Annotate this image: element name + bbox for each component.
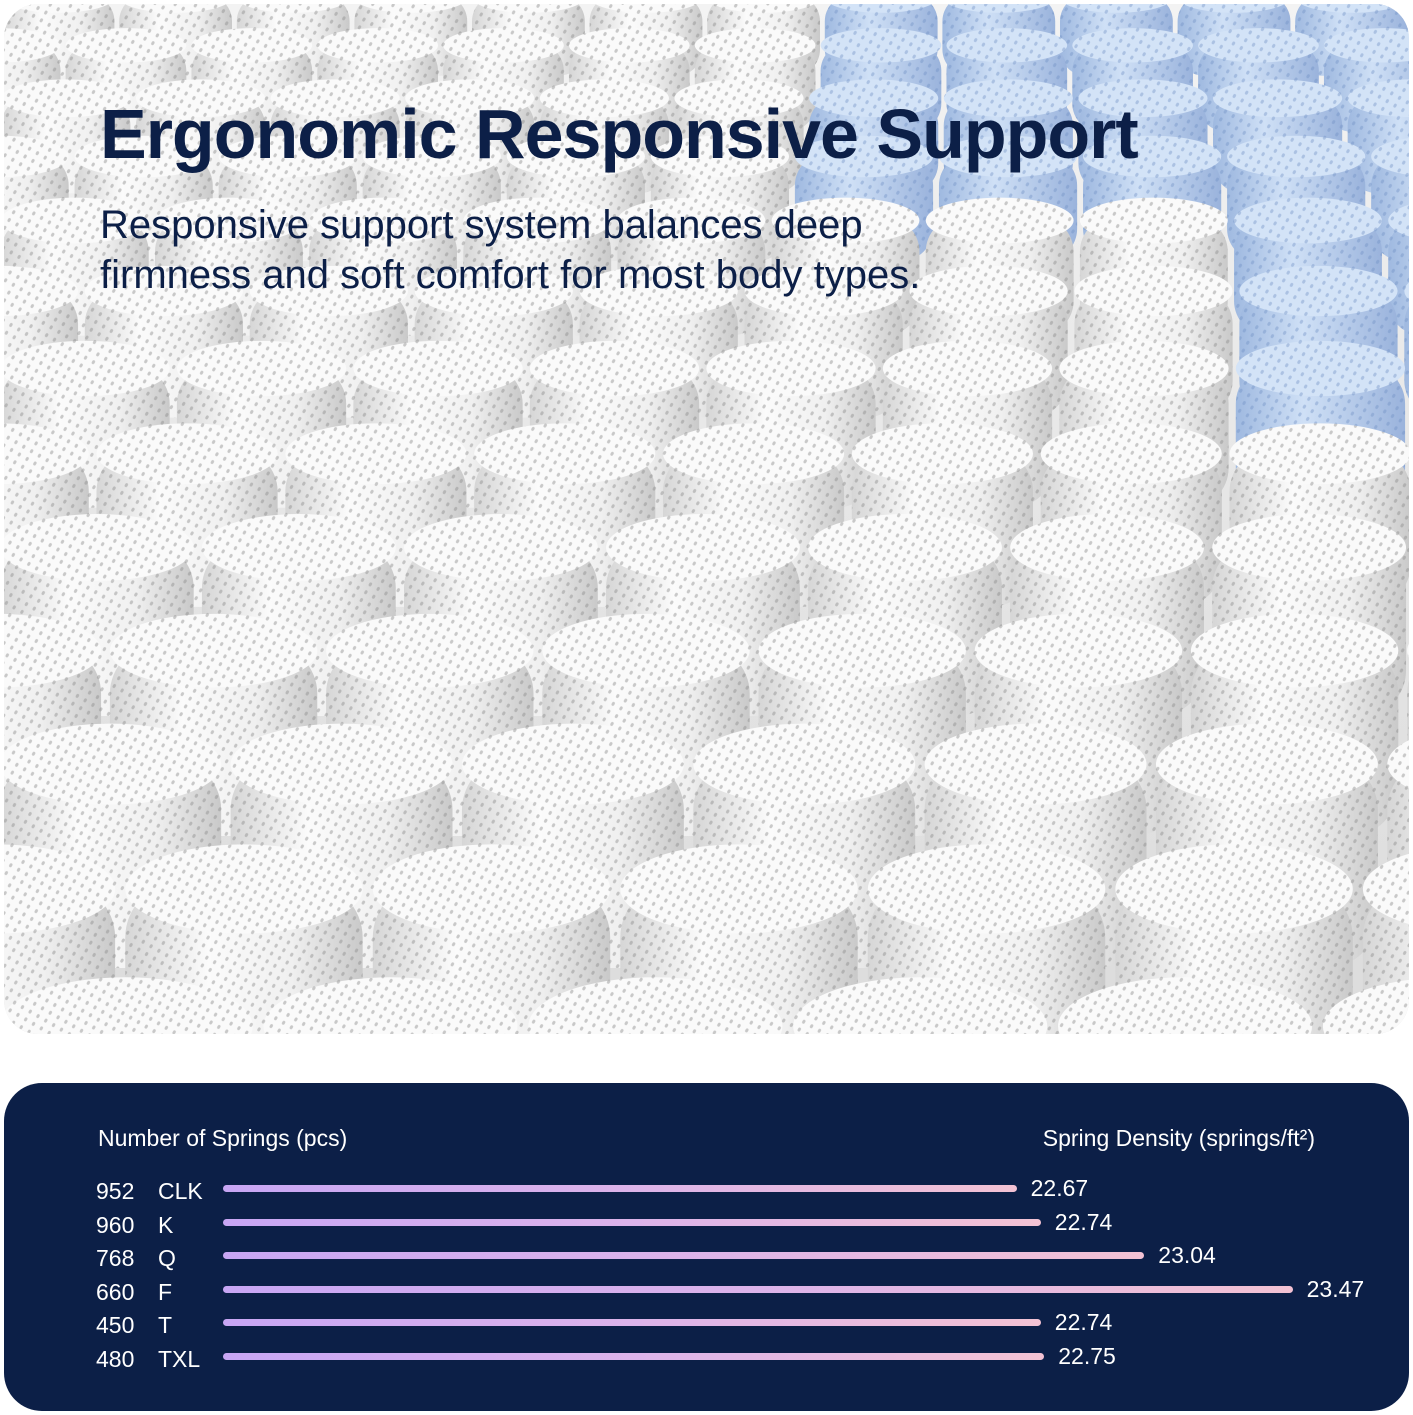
chart-row: 450 T 22.74 [4,1307,1409,1341]
size-label: F [158,1278,173,1305]
spring-specs-panel: Number of Springs (pcs) Spring Density (… [4,1083,1409,1411]
density-value-label: 22.67 [1030,1175,1089,1201]
spring-density-header: Spring Density (springs/ft²) [1042,1125,1315,1151]
size-label: CLK [158,1178,203,1204]
spring-density-chart: 952 CLK 22.67 960 K 22.74 768 Q 23.04 660 F 23.47 45… [4,1173,1409,1375]
chart-row: 768 Q 23.04 [4,1240,1409,1274]
coil [1388,204,1409,333]
density-value-label: 22.75 [1058,1342,1116,1369]
coil [793,977,1048,1034]
density-bar [223,1185,1017,1192]
size-label: Q [158,1245,176,1272]
spring-count-label: 480 [96,1345,135,1372]
chart-row: 480 TXL 22.75 [4,1341,1409,1375]
spring-count-label: 768 [96,1245,135,1272]
page-title: Ergonomic Responsive Support [100,95,1139,173]
chart-row: 952 CLK 22.67 [4,1173,1409,1207]
spring-count-label: 952 [96,1178,135,1204]
springs-count-header: Number of Springs (pcs) [98,1125,348,1151]
spring-count-label: 960 [96,1211,135,1238]
coil [528,977,783,1034]
coil [263,977,518,1034]
density-value-label: 23.04 [1158,1242,1216,1269]
density-bar [223,1252,1145,1260]
size-label: TXL [158,1345,201,1372]
coil [4,977,253,1034]
coil [96,423,278,607]
coil [1058,977,1313,1034]
chart-row: 960 K 22.74 [4,1207,1409,1241]
coil [1322,979,1409,1034]
coil [1404,282,1409,399]
density-bar [223,1319,1041,1327]
density-value-label: 22.74 [1054,1208,1113,1235]
hero-image-panel: Ergonomic Responsive Support Responsive … [4,4,1409,1034]
density-bar [223,1218,1041,1226]
density-value-label: 23.47 [1306,1275,1365,1302]
density-bar [223,1285,1293,1293]
size-label: K [158,1211,174,1238]
spring-count-label: 660 [96,1278,135,1305]
size-label: T [158,1312,173,1339]
pocket-coils-illustration [4,4,1409,1034]
chart-row: 660 F 23.47 [4,1274,1409,1308]
density-bar [223,1352,1045,1360]
spring-count-label: 450 [96,1312,135,1339]
density-value-label: 22.74 [1054,1309,1113,1336]
page-subtitle: Responsive support system balances deep … [100,203,921,297]
